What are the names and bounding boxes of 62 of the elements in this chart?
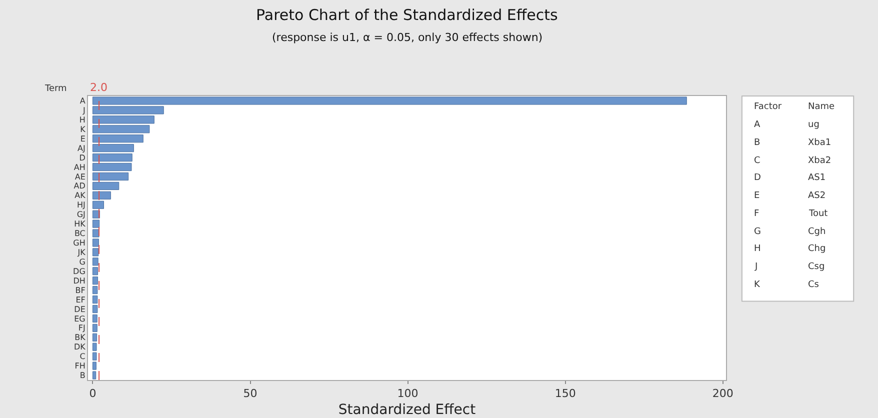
y-tick-label: DG	[73, 266, 86, 276]
y-tick-label: BF	[75, 286, 86, 295]
y-tick-label: DE	[74, 304, 86, 314]
y-tick-label: K	[80, 124, 86, 134]
text: G	[754, 227, 761, 237]
y-tick-label: A	[80, 96, 86, 106]
y-tick-label: HK	[74, 220, 86, 229]
text: K	[754, 280, 761, 290]
y-tick-label: AJ	[78, 144, 86, 153]
y-tick-label: DH	[73, 276, 86, 286]
y-tick-label: AK	[74, 191, 86, 200]
y-tick-label: J	[82, 106, 86, 115]
x-tick-label: 0	[89, 387, 96, 400]
y-tick-label: EF	[76, 295, 86, 304]
text: F	[754, 209, 760, 219]
x-axis-title: Standardized Effect	[338, 402, 476, 418]
text: AS1	[808, 173, 826, 183]
chart-title: Pareto Chart of the Standardized Effects	[256, 6, 558, 24]
text: Cgh	[808, 227, 826, 237]
y-tick-label: GJ	[76, 210, 86, 220]
ref-line-label: 2.0	[90, 81, 108, 94]
text: Cs	[808, 280, 820, 290]
text: Csg	[808, 262, 825, 272]
text: Name	[808, 102, 836, 112]
text: D	[754, 173, 761, 183]
y-tick-label: AD	[74, 182, 86, 191]
y-tick-label: JK	[76, 248, 86, 257]
y-tick-label: BK	[74, 333, 86, 342]
y-tick-label: AH	[74, 162, 86, 172]
y-tick-label: AE	[74, 172, 86, 182]
text: H	[754, 244, 761, 254]
text: Tout	[808, 209, 828, 219]
text: C	[754, 156, 760, 166]
y-tick-label: FH	[74, 362, 86, 371]
text: E	[754, 191, 760, 201]
text: Chg	[808, 244, 826, 254]
y-tick-label: B	[80, 371, 86, 380]
y-tick-label: EG	[74, 314, 86, 324]
x-tick-label: 200	[712, 387, 734, 400]
y-axis-title: Term	[44, 84, 67, 94]
y-tick-label: G	[79, 257, 86, 266]
y-tick-label: FJ	[78, 324, 86, 333]
chart-subtitle: (response is u1, α = 0.05, only 30 effects shown)	[272, 31, 543, 44]
y-tick-label: D	[79, 153, 86, 162]
y-tick-label: H	[79, 115, 86, 124]
y-tick-label: GH	[73, 238, 86, 248]
text: Xba1	[808, 138, 832, 148]
text: J	[754, 262, 758, 272]
y-tick-label: E	[80, 134, 86, 144]
x-tick-label: 150	[554, 387, 576, 400]
text: A	[754, 120, 761, 130]
y-tick-label: HJ	[77, 200, 86, 210]
text: Factor	[754, 102, 782, 112]
text: B	[754, 138, 760, 148]
text: ug	[808, 120, 820, 130]
y-tick-label: DK	[74, 342, 86, 352]
y-tick-label: BC	[74, 229, 86, 238]
text: Xba2	[808, 156, 832, 166]
y-tick-label: C	[80, 352, 86, 362]
x-tick-label: 100	[397, 387, 418, 400]
text: AS2	[808, 191, 826, 201]
x-tick-label: 50	[243, 387, 258, 400]
